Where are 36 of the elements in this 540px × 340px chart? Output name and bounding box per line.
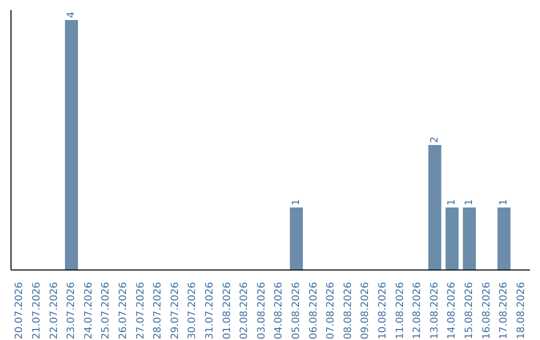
x-tick-label: 01.08.2026 xyxy=(222,282,233,340)
x-tick-label: 13.08.2026 xyxy=(429,282,440,340)
x-tick-label: 10.08.2026 xyxy=(377,282,388,340)
x-tick-label: 31.07.2026 xyxy=(204,282,216,340)
x-tick-label: 08.08.2026 xyxy=(342,282,354,340)
x-tick-label: 14.08.2026 xyxy=(446,282,458,340)
data-label: 1 xyxy=(446,199,458,206)
x-tick-label: 03.08.2026 xyxy=(256,282,268,340)
data-label: 4 xyxy=(66,12,77,18)
x-tick-label: 21.07.2026 xyxy=(31,282,42,340)
data-label: 2 xyxy=(429,136,440,143)
x-tick-label: 18.08.2026 xyxy=(516,282,527,340)
x-tick-label: 02.08.2026 xyxy=(239,282,250,340)
x-tick-label: 07.08.2026 xyxy=(326,282,337,340)
x-tick-label: 27.07.2026 xyxy=(135,282,146,340)
x-tick-label: 05.08.2026 xyxy=(290,282,302,340)
x-tick-label: 23.07.2026 xyxy=(66,282,78,340)
x-tick-label: 28.07.2026 xyxy=(152,282,164,340)
x-tick-label: 12.08.2026 xyxy=(412,282,424,340)
x-tick-label: 15.08.2026 xyxy=(464,282,475,340)
x-tick-label: 11.08.2026 xyxy=(394,282,406,340)
x-tick-label: 09.08.2026 xyxy=(360,282,372,340)
x-tick-label: 26.07.2026 xyxy=(118,282,129,340)
x-tick-label: 30.07.2026 xyxy=(187,282,198,340)
data-label: 1 xyxy=(464,199,475,206)
x-tick-label: 04.08.2026 xyxy=(274,282,285,340)
x-tick-label: 29.07.2026 xyxy=(170,282,181,340)
data-label: 1 xyxy=(498,199,510,206)
x-tick-label: 22.07.2026 xyxy=(48,282,60,340)
x-tick-label: 20.07.2026 xyxy=(14,282,26,340)
x-tick-label: 24.07.2026 xyxy=(83,282,94,340)
x-tick-label: 16.08.2026 xyxy=(481,282,492,340)
data-label: 1 xyxy=(290,199,302,206)
x-tick-label: 17.08.2026 xyxy=(498,282,510,340)
x-tick-label: 25.07.2026 xyxy=(100,282,112,340)
x-tick-label: 06.08.2026 xyxy=(308,282,320,340)
